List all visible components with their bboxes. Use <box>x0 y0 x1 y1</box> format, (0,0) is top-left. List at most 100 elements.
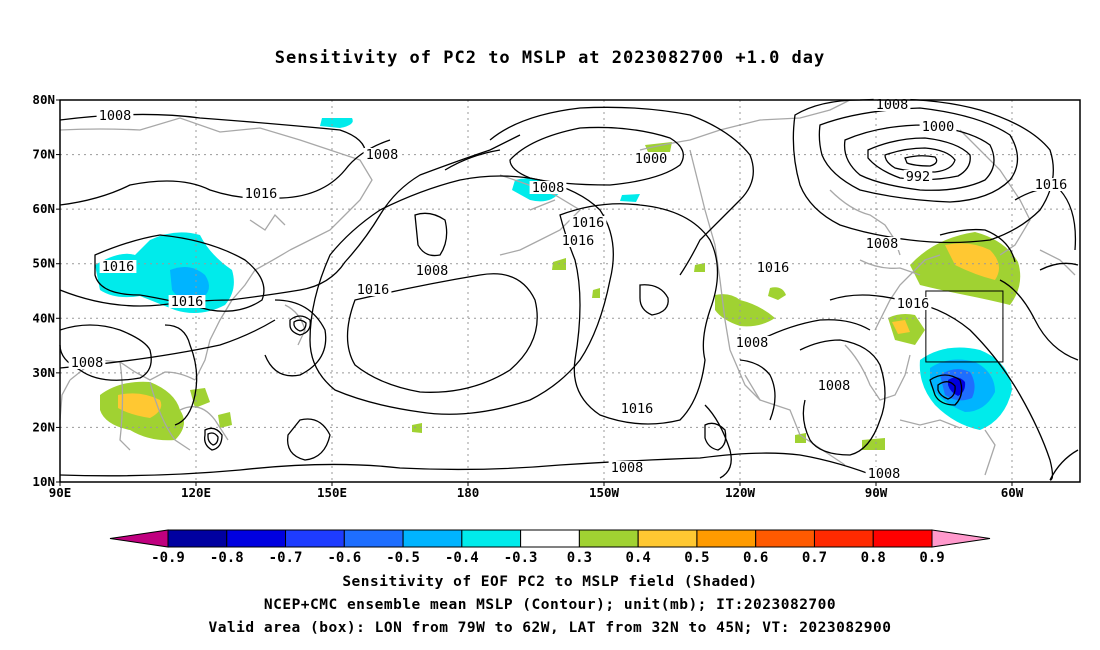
contour-label-bg <box>894 297 932 310</box>
contour-label: 1008 <box>876 97 909 113</box>
colorbar-label: -0.6 <box>327 550 361 566</box>
lat-label: 70N <box>32 147 55 162</box>
contour-label-bg <box>815 379 853 392</box>
colorbar-swatch <box>872 529 933 548</box>
contour-label-bg <box>363 148 401 161</box>
colorbar-swatch <box>637 529 698 548</box>
lon-label: 120E <box>181 485 211 500</box>
contour-label: 1000 <box>922 119 955 135</box>
contour-label: 1008 <box>99 108 132 124</box>
colorbar-swatch <box>520 529 580 548</box>
lat-label: 60N <box>32 201 55 216</box>
contour-label-bg <box>99 260 137 273</box>
contour-label: 1016 <box>897 296 930 312</box>
colorbar-label: -0.4 <box>445 550 479 566</box>
contour-label-bg <box>569 216 607 229</box>
contour-label: 1016 <box>562 233 595 249</box>
contour-label: 1000 <box>635 151 668 167</box>
colorbar-label: -0.9 <box>151 550 185 566</box>
colorbar-label: 0.5 <box>684 550 709 566</box>
contour-label: 1016 <box>102 259 135 275</box>
caption-contour: NCEP+CMC ensemble mean MSLP (Contour); u… <box>263 597 837 613</box>
contour-label: 1016 <box>757 260 790 276</box>
colorbar-swatch <box>402 529 463 548</box>
contour-label-bg <box>1032 178 1070 191</box>
contour-label: 1008 <box>611 460 644 476</box>
contour-label: 1008 <box>866 236 899 252</box>
colorbar-label: -0.3 <box>504 550 538 566</box>
contour-label-bg <box>632 152 670 165</box>
lon-label: 90W <box>865 485 888 500</box>
contour-label-bg <box>559 234 597 247</box>
lat-label: 40N <box>32 310 55 325</box>
colorbar-label: -0.5 <box>386 550 420 566</box>
caption-valid-area: Valid area (box): LON from 79W to 62W, L… <box>208 620 892 636</box>
colorbar-swatch <box>226 529 287 548</box>
contour-label-bg <box>873 98 911 111</box>
contour-label: 1008 <box>416 263 449 279</box>
colorbar-swatch <box>343 529 404 548</box>
caption-shading: Sensitivity of EOF PC2 to MSLP field (Sh… <box>342 574 758 590</box>
contour-label: 1008 <box>532 180 565 196</box>
lon-label: 60W <box>1001 485 1024 500</box>
contour-label: 1016 <box>572 215 605 231</box>
contour-labels: 1008 1008 1016 1016 1016 1008 1016 1008 1008 1000… <box>68 97 1070 482</box>
lat-label: 80N <box>32 92 55 107</box>
contour-label: 1008 <box>736 335 769 351</box>
colorbar-label: 0.4 <box>626 550 651 566</box>
contour-label-bg <box>863 237 901 250</box>
contour-label: 1008 <box>366 147 399 163</box>
contour-label-bg <box>529 181 567 194</box>
colorbar-swatch <box>578 529 639 548</box>
contour-label: 1016 <box>357 282 390 298</box>
map-title: Sensitivity of PC2 to MSLP at 2023082700… <box>274 48 826 68</box>
lon-label: 150E <box>317 485 347 500</box>
lat-label: 20N <box>32 419 55 434</box>
contour-label-bg <box>733 336 771 349</box>
contour-label-bg <box>168 295 206 308</box>
sensitivity-shading <box>95 118 1021 450</box>
contour-label-bg <box>68 356 106 369</box>
contour-label-bg <box>754 261 792 274</box>
mslp-contours <box>59 98 1079 481</box>
colorbar-label: 0.8 <box>861 550 886 566</box>
colorbar-swatch <box>755 529 815 548</box>
contour-label: 1016 <box>245 186 278 202</box>
contour-label-bg <box>865 467 903 480</box>
colorbar-label: 0.6 <box>743 550 768 566</box>
lat-label: 30N <box>32 365 55 380</box>
valid-area-box <box>925 290 1004 363</box>
lon-label: 120W <box>725 485 756 500</box>
gridlines <box>60 100 1080 482</box>
colorbar-lower-arrow <box>109 529 169 548</box>
colorbar-label: 0.9 <box>919 550 944 566</box>
lon-label: 180 <box>457 485 480 500</box>
contour-label-bg <box>96 109 134 122</box>
colorbar-swatch <box>167 529 228 548</box>
colorbar-label: 0.3 <box>567 550 592 566</box>
contour-label: 992 <box>906 169 930 185</box>
contour-label: 1008 <box>818 378 851 394</box>
colorbar-swatch <box>813 529 874 548</box>
lon-label: 150W <box>589 485 620 500</box>
contour-label: 1016 <box>171 294 204 310</box>
contour-label-bg <box>919 120 957 133</box>
colorbar-swatch <box>285 529 345 548</box>
colorbar-label: 0.7 <box>802 550 827 566</box>
lat-label: 50N <box>32 256 55 271</box>
contour-label: 1008 <box>71 355 104 371</box>
contour-label-bg <box>354 283 392 296</box>
contour-label-bg <box>618 402 656 415</box>
colorbar-label: -0.8 <box>210 550 244 566</box>
contour-label: 1016 <box>1035 177 1068 193</box>
lon-label: 90E <box>49 485 72 500</box>
contour-label-bg <box>608 461 646 474</box>
colorbar-swatch <box>696 529 757 548</box>
lat-label: 10N <box>32 474 55 489</box>
contour-label-bg <box>903 170 933 183</box>
contour-label-bg <box>413 264 451 277</box>
longitude-labels: 90E 120E 150E 180 150W 120W 90W 60W <box>49 482 1024 500</box>
contour-label: 1016 <box>621 401 654 417</box>
colorbar: -0.9 -0.8 -0.7 -0.6 -0.5 -0.4 -0.3 0.3 0.4 0.5 0.6… <box>109 529 991 566</box>
